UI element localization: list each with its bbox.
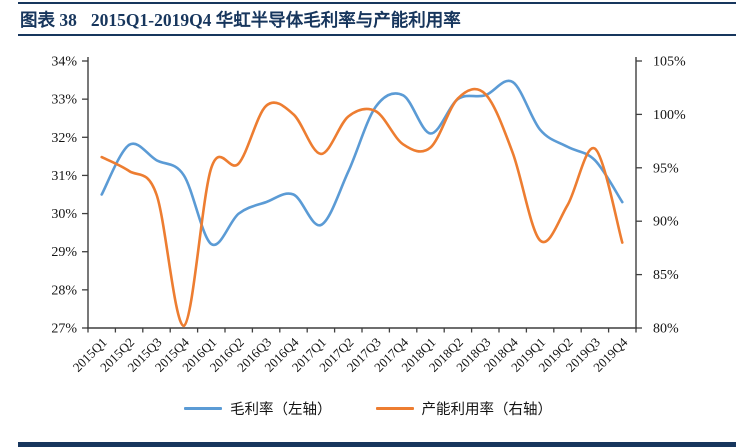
- y-axis-left-tick-label: 31%: [51, 169, 77, 184]
- title-underline: [18, 34, 736, 36]
- y-axis-right-tick-label: 85%: [653, 268, 679, 283]
- y-axis-right-tick-label: 105%: [653, 55, 686, 70]
- legend-label-utilization: 产能利用率（右轴）: [421, 402, 553, 418]
- y-axis-right-tick-label: 100%: [653, 108, 686, 123]
- y-axis-left-tick-label: 32%: [51, 131, 77, 146]
- chart-number-label: 图表 38: [20, 10, 77, 30]
- y-axis-right-tick-label: 95%: [653, 161, 679, 176]
- y-axis-left-tick-label: 30%: [51, 207, 77, 222]
- top-divider: [18, 2, 736, 4]
- y-axis-right-tick-label: 80%: [653, 322, 679, 337]
- chart-header: 图表 38 2015Q1-2019Q4 华虹半导体毛利率与产能利用率: [20, 7, 461, 32]
- legend-item-gross-margin: 毛利率（左轴）: [184, 398, 332, 419]
- gross-margin-line-swatch: [184, 407, 222, 410]
- y-axis-right-tick-label: 90%: [653, 215, 679, 230]
- y-axis-left-tick-label: 27%: [51, 322, 77, 337]
- y-axis-left-tick-label: 33%: [51, 93, 77, 108]
- bottom-divider: [18, 442, 736, 447]
- y-axis-left-tick-label: 34%: [51, 55, 77, 70]
- legend-item-utilization: 产能利用率（右轴）: [375, 398, 553, 419]
- legend-label-gross-margin: 毛利率（左轴）: [230, 402, 332, 418]
- chart-legend: 毛利率（左轴） 产能利用率（右轴）: [0, 398, 736, 419]
- gross-margin-line: [100, 79, 624, 247]
- utilization-line-swatch: [375, 407, 414, 410]
- page-title: 2015Q1-2019Q4 华虹半导体毛利率与产能利用率: [90, 10, 461, 30]
- y-axis-left-tick-label: 28%: [51, 283, 77, 298]
- utilization-line: [100, 87, 624, 328]
- y-axis-left-tick-label: 29%: [51, 245, 77, 260]
